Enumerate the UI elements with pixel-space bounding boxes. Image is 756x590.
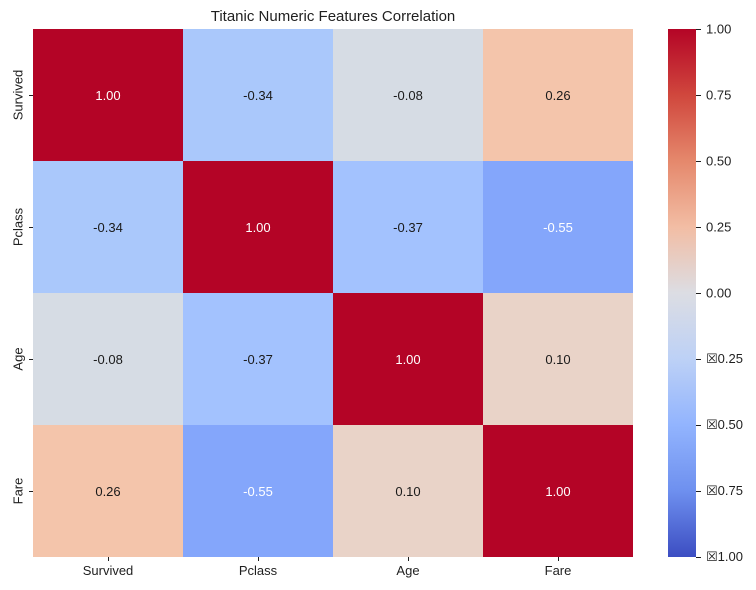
y-axis-tick xyxy=(29,359,33,360)
y-axis-tick xyxy=(29,227,33,228)
cell-value-label: -0.37 xyxy=(393,219,423,235)
x-tick-label: Age xyxy=(396,563,420,578)
cell-value-label: -0.34 xyxy=(93,219,123,235)
chart-title: Titanic Numeric Features Correlation xyxy=(210,8,456,25)
cell-value-label: -0.55 xyxy=(543,219,573,235)
x-axis-tick xyxy=(408,557,409,561)
heatmap-cell: -0.08 xyxy=(33,293,183,425)
heatmap-cell: -0.37 xyxy=(333,161,483,293)
heatmap-cell: 0.10 xyxy=(483,293,633,425)
heatmap-cell: 0.26 xyxy=(33,425,183,557)
cell-value-label: -0.37 xyxy=(243,351,273,367)
heatmap-cell: 1.00 xyxy=(333,293,483,425)
x-tick-label: Fare xyxy=(544,563,572,578)
heatmap-cell: 0.10 xyxy=(333,425,483,557)
heatmap-cell: 1.00 xyxy=(483,425,633,557)
heatmap-cell: -0.34 xyxy=(33,161,183,293)
heatmap-cell: 1.00 xyxy=(33,29,183,161)
heatmap-cell: -0.55 xyxy=(183,425,333,557)
heatmap-grid: 1.00 -0.34 -0.08 0.26 -0.34 1.00 -0.37 -0.55 -0.… xyxy=(33,29,633,557)
cell-value-label: 0.26 xyxy=(545,87,571,103)
x-axis-tick xyxy=(108,557,109,561)
cell-value-label: 0.10 xyxy=(545,351,571,367)
colorbar-tick-label: ☒0.50 xyxy=(706,417,743,432)
cell-value-label: -0.34 xyxy=(243,87,273,103)
colorbar-tick-label: 0.25 xyxy=(706,219,732,235)
y-tick-label: Survived xyxy=(10,69,26,121)
colorbar-tick xyxy=(696,161,701,162)
cell-value-label: 1.00 xyxy=(95,87,121,103)
cell-value-label: 1.00 xyxy=(395,351,421,367)
cell-value-label: 0.26 xyxy=(95,483,121,499)
colorbar-tick xyxy=(696,557,701,558)
cell-value-label: -0.55 xyxy=(243,483,273,499)
x-axis-tick xyxy=(558,557,559,561)
heatmap-cell: -0.55 xyxy=(483,161,633,293)
colorbar-tick-label: ☒1.00 xyxy=(706,549,743,564)
colorbar-tick-label: 0.50 xyxy=(706,153,732,169)
colorbar-tick xyxy=(696,95,701,96)
heatmap-cell: 0.26 xyxy=(483,29,633,161)
colorbar-tick xyxy=(696,227,701,228)
y-tick-label: Pclass xyxy=(10,207,26,247)
heatmap-cell: 1.00 xyxy=(183,161,333,293)
heatmap-cell: -0.34 xyxy=(183,29,333,161)
colorbar-tick-label: 0.75 xyxy=(706,87,732,103)
y-axis-tick xyxy=(29,491,33,492)
x-tick-label: Survived xyxy=(82,563,134,578)
colorbar-tick xyxy=(696,425,701,426)
colorbar-tick-label: 1.00 xyxy=(706,21,732,37)
cell-value-label: -0.08 xyxy=(393,87,423,103)
cell-value-label: 0.10 xyxy=(395,483,421,499)
heatmap-cell: -0.08 xyxy=(333,29,483,161)
cell-value-label: 1.00 xyxy=(545,483,571,499)
colorbar-tick xyxy=(696,293,701,294)
colorbar xyxy=(668,29,696,557)
colorbar-tick-label: 0.00 xyxy=(706,285,732,301)
colorbar-tick xyxy=(696,359,701,360)
colorbar-tick-label: ☒0.75 xyxy=(706,483,743,498)
cell-value-label: -0.08 xyxy=(93,351,123,367)
y-axis-tick xyxy=(29,95,33,96)
colorbar-tick xyxy=(696,491,701,492)
colorbar-tick xyxy=(696,29,701,30)
y-tick-label: Fare xyxy=(10,477,26,505)
heatmap-cell: -0.37 xyxy=(183,293,333,425)
x-tick-label: Pclass xyxy=(238,563,278,578)
x-axis-tick xyxy=(258,557,259,561)
cell-value-label: 1.00 xyxy=(245,219,271,235)
colorbar-tick-label: ☒0.25 xyxy=(706,351,743,366)
y-tick-label: Age xyxy=(10,347,26,371)
